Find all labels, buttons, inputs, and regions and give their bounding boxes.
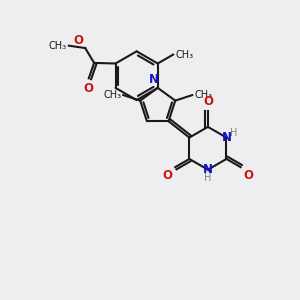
- Text: N: N: [203, 163, 213, 176]
- Text: O: O: [163, 169, 172, 182]
- Text: N: N: [149, 73, 159, 85]
- Text: CH₃: CH₃: [194, 90, 212, 100]
- Text: O: O: [74, 34, 83, 47]
- Text: H: H: [230, 128, 237, 138]
- Text: H: H: [204, 173, 211, 183]
- Text: N: N: [221, 131, 231, 144]
- Text: CH₃: CH₃: [49, 41, 67, 51]
- Text: O: O: [83, 82, 93, 95]
- Text: O: O: [243, 169, 253, 182]
- Text: O: O: [203, 95, 213, 108]
- Text: CH₃: CH₃: [175, 50, 194, 60]
- Text: CH₃: CH₃: [103, 90, 121, 100]
